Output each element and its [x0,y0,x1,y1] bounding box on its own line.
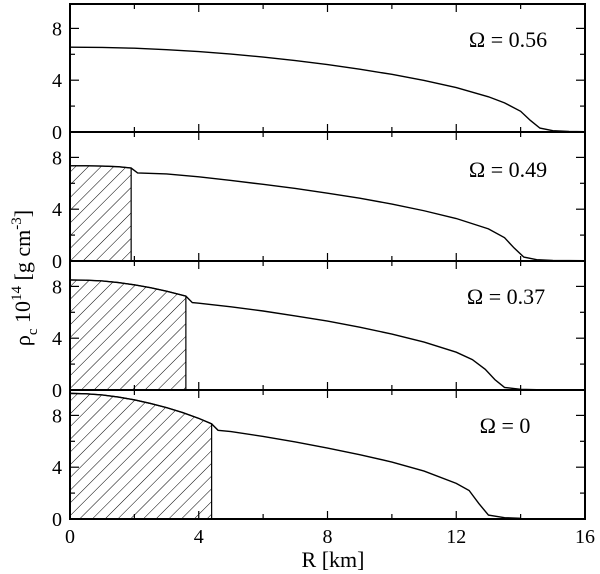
panel-2-ytick-label: 4 [52,328,62,350]
panels-layer: 0 4 8 Ω = 0.56 0 4 8 Ω = 0.49 0 4 8 Ω = 0.37 0 4 8 Ω = … [52,3,595,548]
panel-2-ytick-label: 0 [52,380,62,402]
y-axis-label-exp: 14 [9,285,25,301]
panel-3-ytick-label: 8 [52,405,62,427]
panel-3-core-region [70,392,213,519]
panel-1-ytick-label: 0 [52,251,62,273]
x-tick-labels: 0 4 8 12 16 [65,526,595,548]
y-axis-label-sub: c [25,328,41,335]
panel-3: 0 4 8 Ω = 0 [52,389,586,531]
panel-2: 0 4 8 Ω = 0.37 [52,260,586,402]
panel-0: 0 4 8 Ω = 0.56 [52,3,586,144]
panel-0-ytick-label: 4 [52,70,62,92]
panel-1: 0 4 8 Ω = 0.49 [52,131,586,273]
panel-1-density-curve [70,165,585,261]
y-axis-label-rho: ρ [10,335,35,346]
panel-3-plot-area [70,392,585,519]
panel-2-density-curve [70,279,537,390]
panel-3-density-curve [70,392,521,519]
panel-0-omega-label: Ω = 0.56 [469,27,547,52]
panel-1-plot-area [70,165,585,261]
panel-1-omega-label: Ω = 0.49 [469,157,547,182]
panel-1-ytick-label: 4 [52,199,62,221]
panel-0-ytick-label: 8 [52,18,62,40]
panel-2-omega-label: Ω = 0.37 [467,284,545,309]
y-axis-label: ρc 1014 [g cm-3] [9,210,41,346]
panel-3-ytick-label: 4 [52,457,62,479]
x-tick-label: 4 [194,526,204,548]
panel-2-ytick-label: 8 [52,276,62,298]
panel-1-core-region [70,165,132,261]
y-axis-label-unit-exp: -3 [9,217,25,230]
axis-layer: R [km] ρc 1014 [g cm-3] [9,210,364,572]
panel-2-core-region [70,279,187,390]
panel-0-frame [69,3,586,133]
x-axis-label: R [km] [302,547,365,572]
y-axis-label-unit-open: [g cm [10,230,35,286]
panel-0-ytick-label: 0 [52,122,62,144]
x-tick-label: 8 [323,526,333,548]
y-axis-label-unit-close: ] [10,210,35,217]
panel-3-omega-label: Ω = 0 [480,413,531,438]
panel-1-ytick-label: 8 [52,147,62,169]
panel-0-plot-area [70,46,585,132]
y-axis-label-base: 10 [10,301,35,329]
x-tick-label: 16 [575,526,595,548]
panel-0-density-curve [70,46,585,132]
panel-3-ytick-label: 0 [52,509,62,531]
x-tick-label: 12 [446,526,466,548]
panel-2-plot-area [70,279,585,390]
x-tick-label: 0 [65,526,75,548]
